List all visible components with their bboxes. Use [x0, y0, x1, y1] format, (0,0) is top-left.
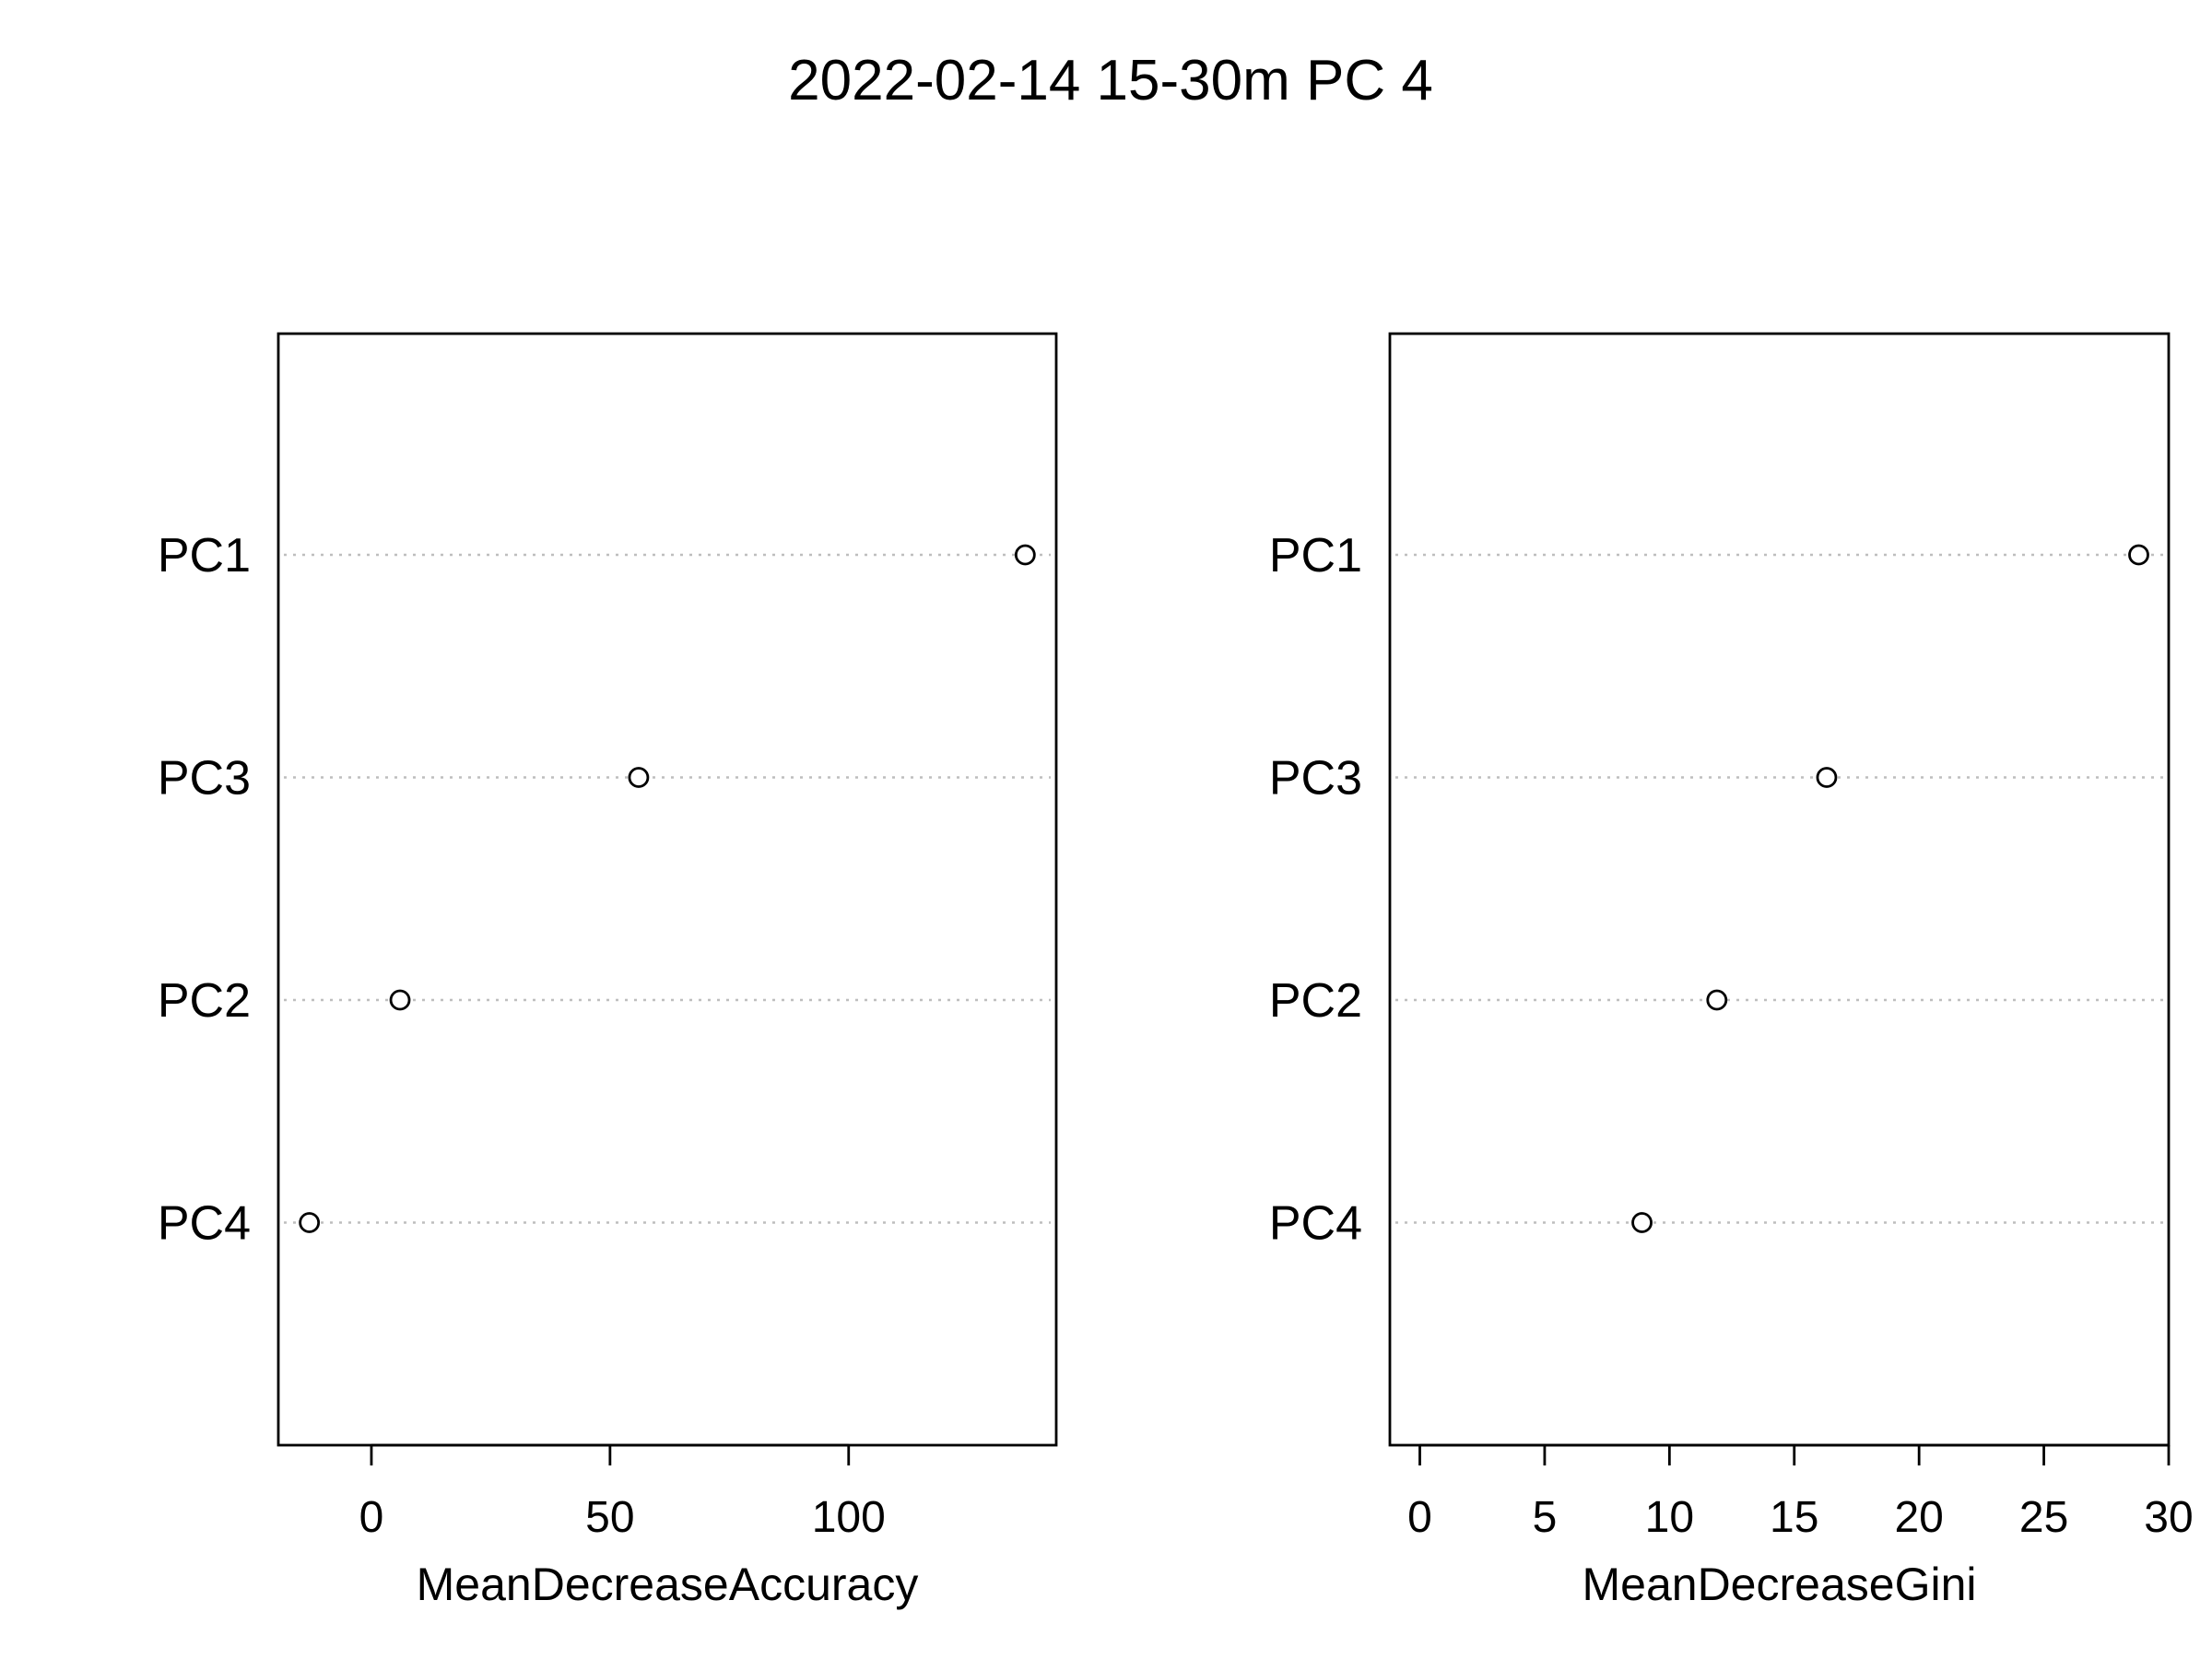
data-point — [299, 1212, 321, 1233]
chart-title: 2022-02-14 15-30m PC 4 — [788, 49, 1433, 112]
x-tick-label: 20 — [1894, 1493, 1943, 1542]
category-label: PC4 — [1269, 1197, 1362, 1251]
panel-mean-decrease-gini: PC1 PC3 PC2 PC4 0 5 10 15 20 25 30 MeanDecreaseGini — [1269, 332, 2194, 1610]
x-tick-label: 50 — [585, 1493, 634, 1542]
x-tick-label: 100 — [812, 1493, 886, 1542]
plot-frame — [1388, 332, 2171, 1447]
category-label: PC1 — [1269, 529, 1362, 582]
data-point — [1816, 767, 1838, 788]
data-point — [1706, 989, 1728, 1011]
category-label: PC2 — [1269, 974, 1362, 1028]
x-axis-label: MeanDecreaseAccuracy — [417, 1559, 919, 1610]
x-tick-label: 0 — [359, 1493, 384, 1542]
data-point — [2128, 544, 2149, 566]
data-point — [389, 989, 411, 1011]
x-tick-label: 15 — [1770, 1493, 1818, 1542]
plot-frame — [276, 332, 1058, 1447]
panel-mean-decrease-accuracy: PC1 PC3 PC2 PC4 0 50 100 MeanDecreaseAccuracy — [158, 332, 1058, 1610]
category-label: PC1 — [158, 529, 251, 582]
data-point — [628, 767, 650, 788]
x-tick-label: 30 — [2144, 1493, 2193, 1542]
x-axis-label: MeanDecreaseGini — [1583, 1559, 1977, 1610]
data-point — [1631, 1212, 1653, 1233]
x-tick-label: 0 — [1407, 1493, 1432, 1542]
category-label: PC3 — [1269, 752, 1362, 806]
category-label: PC3 — [158, 752, 251, 806]
data-point — [1014, 544, 1036, 566]
x-tick-label: 25 — [2019, 1493, 2068, 1542]
x-tick-label: 10 — [1645, 1493, 1694, 1542]
x-tick-label: 5 — [1533, 1493, 1558, 1542]
category-label: PC4 — [158, 1197, 251, 1251]
category-label: PC2 — [158, 974, 251, 1028]
